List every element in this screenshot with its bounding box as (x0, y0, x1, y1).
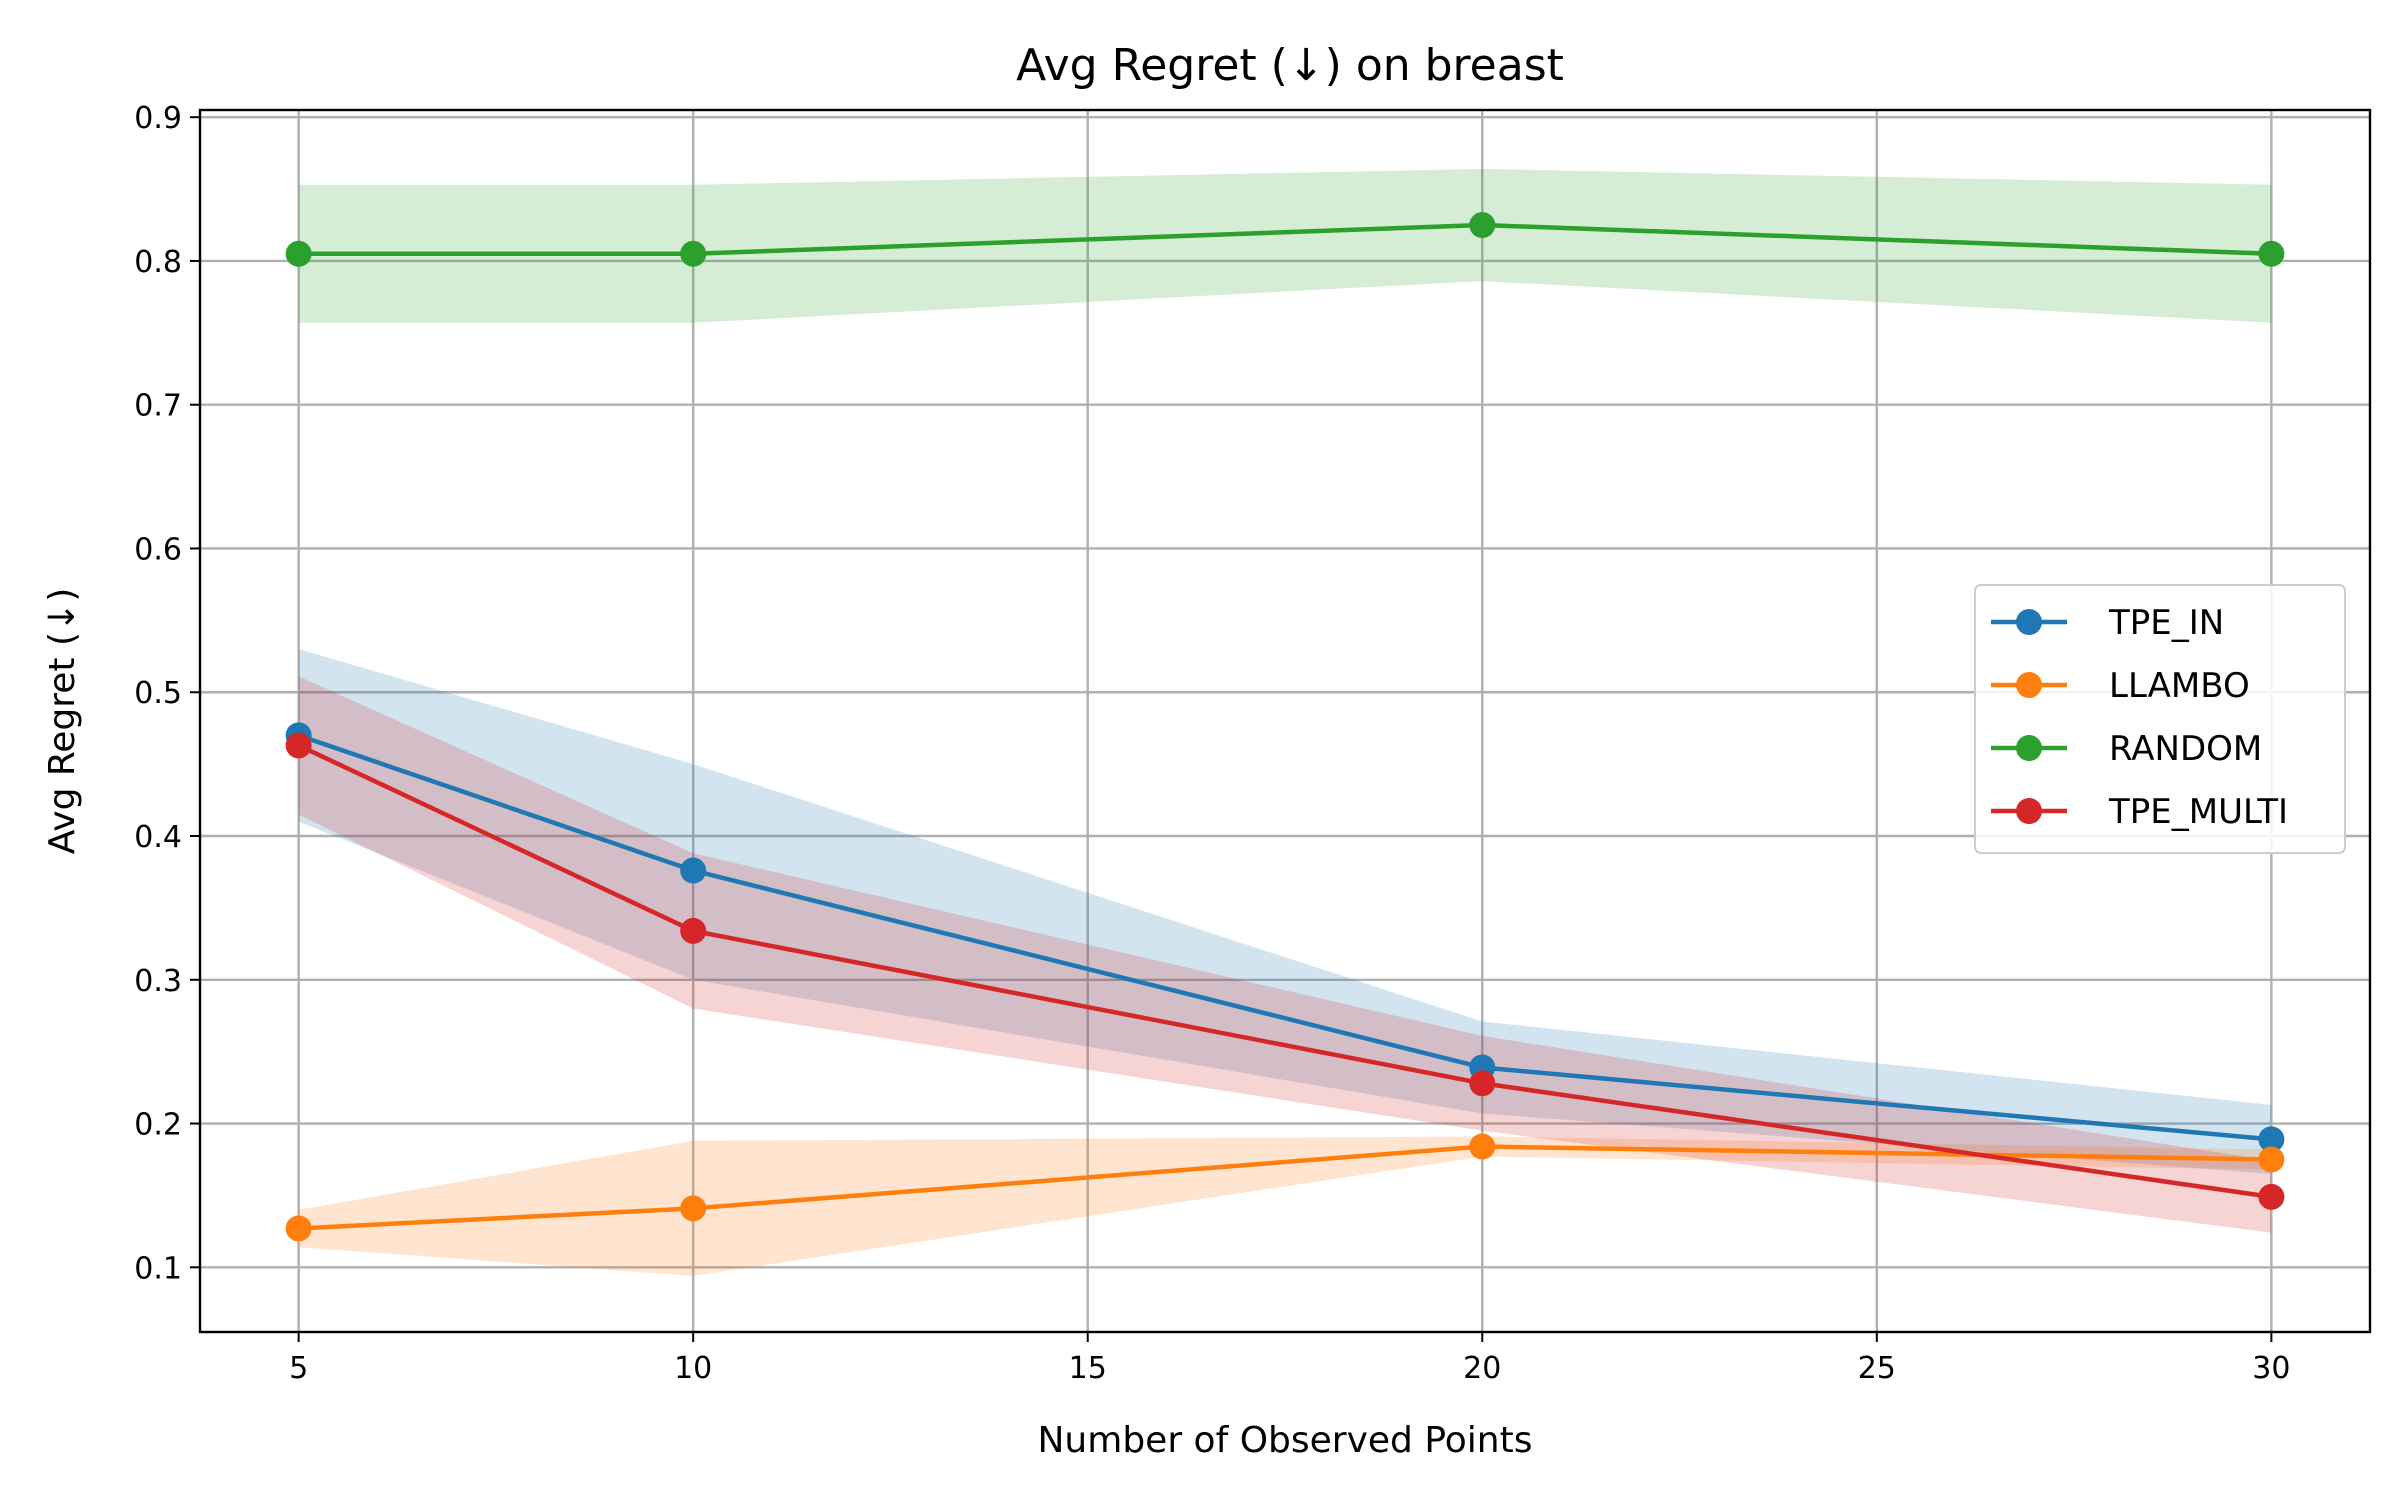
x-tick-label: 15 (1069, 1351, 1107, 1386)
legend-frame (1974, 584, 2346, 854)
y-tick-label: 0.4 (134, 820, 182, 855)
legend-label-llambo: LLAMBO (2109, 666, 2250, 706)
point-tpe-in (680, 857, 707, 884)
point-llambo (2258, 1146, 2285, 1173)
chart-title: Avg Regret (↓) on breast (1016, 40, 1564, 91)
y-tick-label: 0.7 (134, 389, 182, 424)
point-tpe-multi (2258, 1183, 2285, 1210)
y-tick-label: 0.3 (134, 964, 182, 999)
x-tick-label: 5 (289, 1351, 308, 1386)
y-tick-label: 0.5 (134, 676, 182, 711)
point-llambo (285, 1215, 312, 1242)
band-random (298, 168, 2272, 323)
y-tick-label: 0.8 (134, 245, 182, 280)
x-tick-label: 30 (2252, 1351, 2290, 1386)
y-tick-label: 0.9 (134, 101, 182, 136)
point-tpe-multi (285, 732, 312, 759)
x-tick-label: 25 (1858, 1351, 1896, 1386)
legend-label-tpe-multi: TPE_MULTI (2108, 792, 2288, 832)
band-llambo (298, 1136, 2272, 1276)
point-random (285, 240, 312, 267)
legend: TPE_IN LLAMBO RANDOM TPE_MULTI (1974, 584, 2346, 854)
x-tick-label: 20 (1463, 1351, 1501, 1386)
point-tpe-multi (1469, 1070, 1496, 1097)
legend-marker-tpe-multi (2016, 798, 2042, 824)
line-random (298, 222, 2272, 257)
point-llambo (680, 1195, 707, 1222)
legend-label-random: RANDOM (2109, 729, 2262, 769)
x-axis-label: Number of Observed Points (1038, 1420, 1533, 1461)
y-axis-ticks: 0.1 0.2 0.3 0.4 0.5 0.6 0.7 0.8 0.9 (134, 101, 200, 1286)
y-tick-label: 0.2 (134, 1108, 182, 1143)
y-tick-label: 0.1 (134, 1251, 182, 1286)
x-tick-label: 10 (674, 1351, 712, 1386)
point-tpe-in (2258, 1126, 2285, 1153)
point-tpe-multi (680, 917, 707, 944)
point-random (1469, 212, 1496, 239)
y-tick-label: 0.6 (134, 532, 182, 567)
legend-label-tpe-in: TPE_IN (2108, 603, 2224, 643)
legend-marker-llambo (2016, 672, 2042, 698)
legend-marker-tpe-in (2016, 609, 2042, 635)
legend-marker-random (2016, 735, 2042, 761)
point-llambo (1469, 1133, 1496, 1160)
line-tpe-multi (297, 743, 2272, 1200)
plot-frame (198, 108, 2372, 1334)
series-lines (297, 222, 2272, 1231)
point-random (680, 240, 707, 267)
y-axis-label: Avg Regret (↓) (42, 588, 83, 854)
line-tpe-in (297, 733, 2272, 1142)
x-axis-ticks: 5 10 15 20 25 30 (289, 1332, 2290, 1386)
line-llambo (298, 1144, 2272, 1231)
point-random (2258, 240, 2285, 267)
series-points (285, 212, 2285, 1242)
